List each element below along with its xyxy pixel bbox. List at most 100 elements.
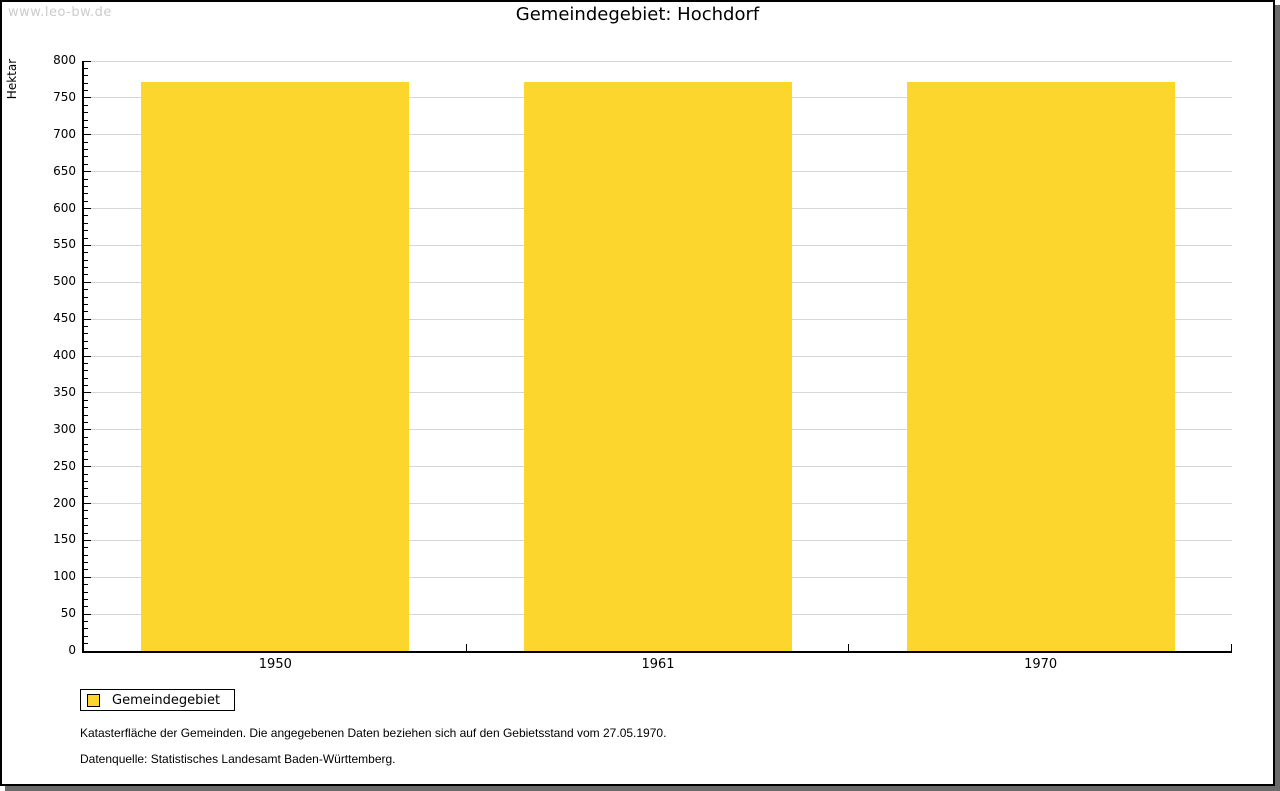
- y-minor-tick-380: [84, 370, 88, 372]
- y-tick-label-750: 750: [53, 89, 76, 104]
- x-tick-label-1950: 1950: [258, 657, 292, 672]
- y-axis-label: Hektar: [5, 58, 19, 100]
- watermark-text: www.leo-bw.de: [8, 5, 112, 20]
- y-minor-tick-320: [84, 414, 88, 416]
- y-tick-label-600: 600: [53, 200, 76, 215]
- y-tick-label-550: 550: [53, 237, 76, 252]
- y-minor-tick-610: [84, 200, 88, 202]
- plot-area: 0 50 100 150 200 250 300 350 400 450 500 550 600 650 7…: [53, 53, 1232, 672]
- y-major-tick-350: [84, 392, 91, 394]
- y-minor-tick-280: [84, 444, 88, 445]
- y-tick-label-450: 450: [53, 311, 76, 326]
- y-major-tick-200: [84, 503, 91, 504]
- y-minor-tick-260: [84, 458, 88, 460]
- y-minor-tick-630: [84, 185, 88, 187]
- y-minor-tick-340: [84, 399, 88, 401]
- y-minor-tick-70: [84, 598, 88, 600]
- y-minor-tick-240: [84, 473, 88, 475]
- y-minor-tick-370: [84, 377, 88, 379]
- y-minor-tick-230: [84, 480, 88, 482]
- chart-title: Gemeindegebiet: Hochdorf: [515, 4, 760, 25]
- y-minor-tick-60: [84, 606, 88, 608]
- bar-1961: [524, 81, 792, 651]
- y-minor-tick-530: [84, 259, 88, 261]
- y-tick-label-150: 150: [53, 532, 76, 547]
- y-minor-tick-780: [84, 75, 88, 77]
- y-minor-tick-620: [84, 193, 88, 195]
- y-tick-label-700: 700: [53, 126, 76, 141]
- legend-label: Gemeindegebiet: [112, 692, 221, 708]
- y-minor-tick-40: [84, 621, 88, 622]
- y-major-tick-450: [84, 318, 91, 320]
- y-major-tick-550: [84, 244, 91, 246]
- y-major-tick-500: [84, 281, 91, 283]
- bar-1970: [906, 81, 1175, 651]
- y-minor-tick-90: [84, 584, 88, 586]
- y-major-tick-100: [84, 576, 91, 578]
- y-tick-label-0: 0: [68, 643, 76, 657]
- y-minor-tick-640: [84, 178, 88, 180]
- y-minor-tick-360: [84, 385, 88, 386]
- y-major-tick-800: [84, 60, 91, 62]
- y-minor-tick-490: [84, 289, 88, 291]
- y-minor-tick-10: [84, 643, 88, 645]
- y-major-tick-600: [84, 208, 91, 209]
- y-minor-tick-740: [84, 104, 88, 106]
- legend-box: Gemeindegebiet: [80, 689, 236, 711]
- y-major-tick-650: [84, 171, 91, 173]
- y-minor-tick-690: [84, 141, 88, 143]
- y-minor-tick-410: [84, 348, 88, 350]
- y-minor-tick-480: [84, 296, 88, 298]
- x-tick-2: [848, 644, 850, 651]
- y-minor-tick-80: [84, 591, 88, 593]
- y-minor-tick-670: [84, 156, 88, 158]
- y-minor-tick-270: [84, 451, 88, 453]
- x-tick-1: [465, 644, 467, 651]
- y-minor-tick-760: [84, 90, 88, 91]
- y-tick-label-350: 350: [53, 384, 76, 399]
- y-minor-tick-520: [84, 267, 88, 268]
- y-minor-tick-330: [84, 407, 88, 409]
- y-minor-tick-220: [84, 488, 88, 490]
- y-minor-tick-110: [84, 569, 88, 571]
- y-tick-label-300: 300: [53, 421, 76, 436]
- y-minor-tick-730: [84, 112, 88, 114]
- y-minor-tick-140: [84, 547, 88, 549]
- footnote-source-note: Katasterfläche der Gemeinden. Die angege…: [80, 726, 667, 740]
- footnote-data-source: Datenquelle: Statistisches Landesamt Bad…: [80, 752, 396, 766]
- y-minor-tick-130: [84, 554, 88, 556]
- y-tick-label-250: 250: [53, 458, 76, 473]
- y-minor-tick-460: [84, 311, 88, 313]
- y-major-tick-250: [84, 466, 91, 468]
- y-minor-tick-160: [84, 532, 88, 534]
- x-tick-3: [1231, 644, 1232, 651]
- y-minor-tick-20: [84, 635, 88, 637]
- y-minor-tick-660: [84, 163, 88, 165]
- y-major-tick-700: [84, 134, 91, 136]
- x-tick-label-1970: 1970: [1024, 657, 1058, 672]
- y-minor-tick-430: [84, 333, 88, 335]
- y-minor-tick-170: [84, 525, 88, 527]
- y-major-tick-750: [84, 97, 91, 99]
- y-minor-tick-290: [84, 436, 88, 438]
- y-minor-tick-440: [84, 326, 88, 327]
- y-tick-label-650: 650: [53, 163, 76, 178]
- x-tick-label-1961: 1961: [641, 657, 675, 672]
- bar-1950: [141, 81, 410, 651]
- y-tick-label-200: 200: [53, 495, 76, 510]
- legend-swatch-gemeindegebiet: [87, 693, 100, 707]
- y-minor-tick-590: [84, 215, 88, 217]
- y-major-tick-300: [84, 429, 91, 431]
- y-minor-tick-510: [84, 274, 88, 276]
- y-minor-tick-310: [84, 421, 88, 423]
- y-minor-tick-180: [84, 517, 88, 519]
- y-tick-label-400: 400: [53, 348, 76, 362]
- y-minor-tick-680: [84, 149, 88, 150]
- y-major-tick-400: [84, 355, 91, 357]
- y-minor-tick-190: [84, 510, 88, 512]
- y-minor-tick-120: [84, 562, 88, 563]
- y-major-tick-50: [84, 613, 91, 615]
- y-minor-tick-720: [84, 119, 88, 121]
- y-tick-label-50: 50: [60, 606, 76, 621]
